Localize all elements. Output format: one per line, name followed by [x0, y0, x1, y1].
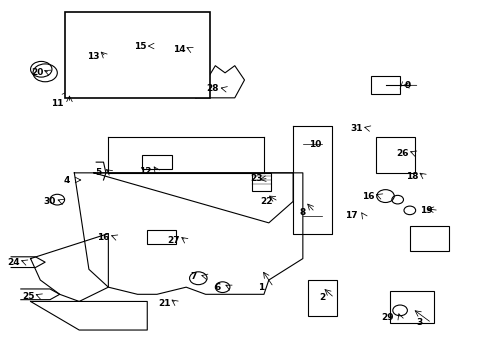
Bar: [174, 39, 188, 53]
Text: 26: 26: [395, 149, 408, 158]
Text: 20: 20: [32, 68, 44, 77]
Bar: [389, 291, 433, 323]
Text: 29: 29: [381, 313, 393, 322]
Bar: [370, 76, 399, 94]
Bar: [307, 280, 336, 316]
Text: 6: 6: [214, 283, 221, 292]
Text: 31: 31: [349, 124, 362, 133]
Text: 9: 9: [404, 81, 410, 90]
Text: 25: 25: [22, 292, 34, 301]
Text: 22: 22: [260, 197, 272, 206]
Text: 30: 30: [44, 197, 56, 206]
Text: 16: 16: [97, 233, 109, 242]
Bar: [147, 230, 176, 244]
Bar: [409, 226, 448, 251]
Text: 16: 16: [362, 192, 374, 201]
Text: 5: 5: [95, 168, 102, 177]
Text: 2: 2: [319, 293, 325, 302]
Text: 28: 28: [206, 84, 219, 93]
Bar: [64, 12, 210, 98]
Bar: [251, 173, 271, 191]
Text: 23: 23: [250, 174, 263, 183]
Text: 10: 10: [308, 140, 321, 149]
Text: 12: 12: [138, 167, 151, 176]
Text: 21: 21: [158, 299, 170, 308]
Text: 15: 15: [133, 41, 146, 50]
Bar: [375, 137, 414, 173]
Text: 3: 3: [416, 318, 422, 327]
Text: 27: 27: [167, 236, 180, 245]
Text: 13: 13: [87, 52, 100, 61]
Bar: [142, 155, 171, 169]
Text: 7: 7: [190, 272, 196, 281]
Text: 1: 1: [258, 283, 264, 292]
Text: 8: 8: [299, 208, 305, 217]
Text: 14: 14: [172, 45, 185, 54]
Text: 19: 19: [420, 206, 432, 215]
Text: 24: 24: [7, 258, 20, 267]
Text: 17: 17: [345, 211, 357, 220]
Text: 11: 11: [51, 99, 63, 108]
Text: 18: 18: [405, 172, 418, 181]
Text: 4: 4: [64, 176, 70, 185]
